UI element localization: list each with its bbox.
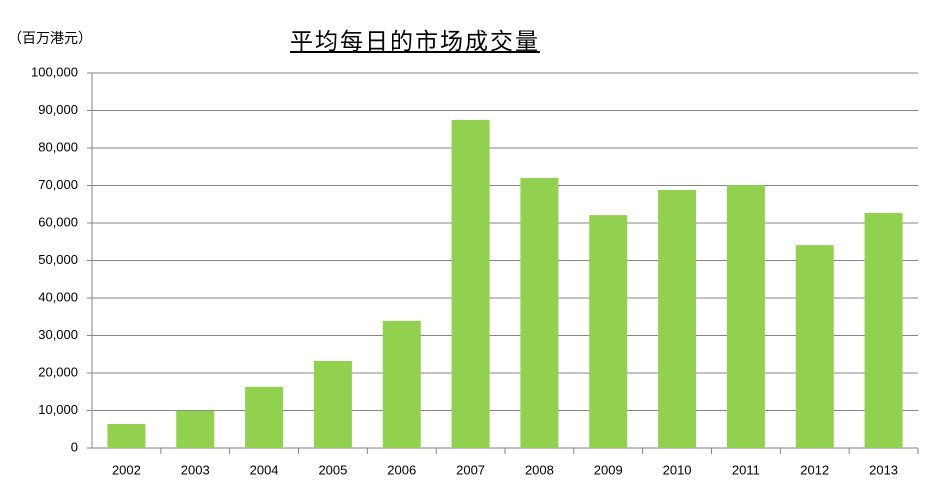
x-tick-label: 2007: [456, 462, 485, 477]
bar: [726, 185, 765, 448]
y-tick-label: 70,000: [38, 177, 78, 192]
y-tick-label: 90,000: [38, 102, 78, 117]
x-tick-label: 2010: [663, 462, 692, 477]
x-tick-label: 2002: [112, 462, 141, 477]
x-tick-label: 2003: [181, 462, 210, 477]
y-tick-label: 40,000: [38, 289, 78, 304]
y-tick-label: 50,000: [38, 252, 78, 267]
y-tick-label: 60,000: [38, 214, 78, 229]
bar: [864, 212, 903, 448]
x-tick-label: 2004: [250, 462, 279, 477]
x-tick-label: 2005: [318, 462, 347, 477]
bar: [107, 424, 146, 448]
y-tick-label: 20,000: [38, 364, 78, 379]
x-tick-label: 2009: [594, 462, 623, 477]
bar: [313, 361, 352, 448]
bar: [382, 320, 421, 448]
x-tick-label: 2006: [387, 462, 416, 477]
bar: [658, 190, 697, 448]
y-tick-label: 30,000: [38, 327, 78, 342]
y-unit: （百万港元）: [8, 31, 92, 47]
y-tick-label: 0: [71, 439, 78, 454]
bar: [795, 245, 834, 448]
bar: [520, 178, 559, 448]
chart-title: 平均每日的市场成交量: [290, 29, 540, 55]
x-tick-label: 2013: [869, 462, 898, 477]
x-tick-label: 2012: [800, 462, 829, 477]
y-tick-label: 80,000: [38, 139, 78, 154]
bar: [245, 386, 284, 448]
y-tick-label: 100,000: [31, 64, 78, 79]
x-tick-label: 2008: [525, 462, 554, 477]
bar: [589, 215, 628, 448]
x-tick-label: 2011: [732, 462, 760, 477]
bar: [451, 119, 490, 448]
y-tick-label: 10,000: [38, 402, 78, 417]
bar: [176, 410, 215, 448]
